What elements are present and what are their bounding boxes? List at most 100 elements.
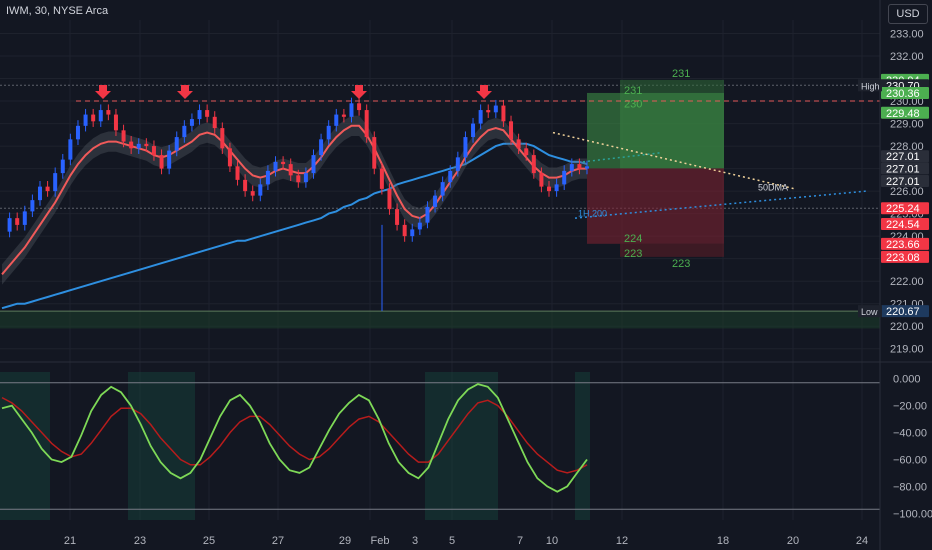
candle-body	[83, 114, 88, 126]
candle-body	[311, 155, 316, 174]
candle-body	[75, 125, 80, 140]
candle-body	[501, 105, 506, 122]
candle-body	[410, 229, 415, 237]
candle-body	[7, 218, 12, 232]
price-label: 227.01	[886, 151, 920, 163]
price-label-bg	[881, 106, 929, 119]
candle-body	[60, 159, 65, 174]
candle-body	[463, 137, 468, 158]
candle-body	[395, 209, 400, 225]
ma-200-line	[1, 142, 588, 310]
candle-body	[37, 186, 42, 201]
candle-body	[417, 222, 422, 230]
price-tick-label: 220.00	[890, 321, 924, 333]
price-tick-label: 219.00	[890, 344, 924, 356]
zone-label: 223	[624, 248, 642, 260]
price-tick-label: 230.00	[890, 96, 924, 108]
candle-body	[334, 114, 339, 126]
candle-body	[22, 211, 27, 225]
time-tick-label: 29	[339, 535, 351, 547]
ema-red-line	[1, 124, 587, 276]
candle-body	[516, 139, 521, 149]
currency-button[interactable]: USD	[888, 4, 928, 24]
price-tick-label: 226.00	[890, 186, 924, 198]
price-label: 230.36	[886, 88, 920, 100]
candle-body	[471, 123, 476, 138]
candle-body	[182, 125, 187, 138]
price-label: 227.01	[886, 176, 920, 188]
osc-tick-label: −20.00	[893, 401, 927, 413]
candle-body	[569, 164, 574, 171]
candle-body	[121, 130, 126, 142]
candle-body	[296, 175, 301, 183]
osc-shade	[425, 372, 498, 520]
time-tick-label: 20	[787, 535, 799, 547]
price-label-bg	[881, 305, 929, 318]
time-tick-label: 25	[203, 535, 215, 547]
candle-body	[45, 186, 50, 192]
candle-body	[425, 206, 430, 223]
zone-label: 224	[624, 233, 642, 245]
candle-body	[547, 186, 552, 192]
osc-tick-label: −40.00	[893, 428, 927, 440]
candle-body	[448, 170, 453, 183]
price-label: 223.08	[886, 252, 920, 264]
time-tick-label: 18	[717, 535, 729, 547]
price-label-bg	[881, 250, 929, 263]
time-tick-label: 21	[64, 535, 76, 547]
price-label-bg	[881, 202, 929, 215]
candle-body	[562, 170, 567, 185]
price-label-bg	[881, 218, 929, 230]
ema-band-fill	[2, 115, 587, 285]
osc-shade	[575, 372, 590, 520]
price-axis[interactable]: 233.00232.00231.00230.00229.00228.00227.…	[858, 0, 929, 550]
peak-arrows	[95, 85, 492, 100]
time-tick-label: 3	[412, 535, 418, 547]
candle-body	[326, 125, 331, 140]
candle-body	[151, 146, 156, 156]
side-tag-bg	[858, 305, 882, 318]
osc-shade	[0, 372, 50, 520]
candle-body	[189, 119, 194, 126]
price-tick-label: 233.00	[890, 29, 924, 41]
price-tick-label: 232.00	[890, 51, 924, 63]
price-tick-label: 222.00	[890, 276, 924, 288]
osc-shade	[128, 372, 195, 520]
time-tick-label: 27	[272, 535, 284, 547]
time-tick-label: 5	[449, 535, 455, 547]
candle-body	[281, 161, 286, 165]
price-label-bg	[881, 86, 929, 99]
candle-body	[167, 150, 172, 169]
time-tick-label: 12	[616, 535, 628, 547]
price-label: 229.48	[886, 108, 920, 120]
candle-body	[205, 110, 210, 117]
stop-zone-outer	[620, 243, 724, 257]
candle-body	[577, 164, 582, 169]
symbol-title[interactable]: IWM, 30, NYSE Arca	[6, 5, 109, 17]
candle-body	[243, 179, 248, 192]
candle-body	[402, 224, 407, 237]
candle-body	[319, 139, 324, 156]
zone-label: 231	[624, 85, 642, 97]
peak-arrow	[177, 85, 193, 100]
candle-body	[53, 173, 58, 192]
candle-body	[174, 137, 179, 151]
price-label-bg	[881, 174, 929, 187]
candle-body	[250, 191, 255, 196]
candle-body	[387, 188, 392, 210]
price-label-bg	[881, 150, 929, 163]
candle-body	[303, 173, 308, 183]
peak-arrow	[351, 85, 367, 100]
candle-body	[433, 195, 438, 207]
candle-body	[197, 110, 202, 120]
trendline-1h200	[574, 190, 867, 219]
stop-zone-inner	[587, 168, 724, 244]
candle-body	[113, 114, 118, 131]
osc-tick-label: −60.00	[893, 454, 927, 466]
candle-body	[68, 139, 73, 160]
time-axis[interactable]: 21 23 25 27 29 Feb 3 5 7 10 12 18 20 24	[64, 535, 868, 547]
zone-label: 230	[624, 98, 642, 110]
price-label: 220.67	[886, 306, 920, 318]
